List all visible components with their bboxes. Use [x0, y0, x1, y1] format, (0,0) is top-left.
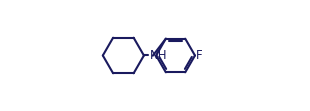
- Text: NH: NH: [150, 49, 167, 62]
- Text: F: F: [196, 49, 203, 62]
